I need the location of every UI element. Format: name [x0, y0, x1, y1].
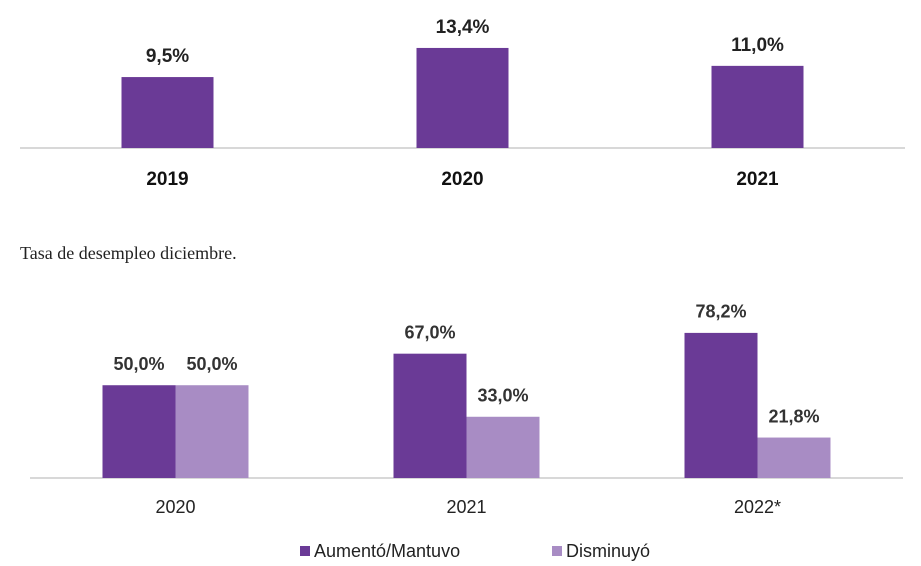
legend-swatch — [300, 546, 310, 556]
x-tick-label: 2020 — [155, 497, 195, 517]
bar — [393, 353, 467, 478]
bar — [416, 47, 509, 148]
legend-label: Aumentó/Mantuvo — [314, 541, 460, 561]
value-label: 21,8% — [768, 406, 819, 426]
bar — [466, 416, 540, 478]
x-tick-label: 2019 — [146, 169, 188, 190]
bar — [102, 385, 176, 478]
bar — [711, 65, 804, 148]
bar — [121, 77, 214, 148]
x-tick-label: 2020 — [441, 169, 483, 190]
x-tick-label: 2021 — [736, 169, 779, 190]
value-label: 67,0% — [404, 322, 455, 342]
value-label: 33,0% — [477, 386, 528, 406]
x-tick-label: 2022* — [734, 497, 781, 517]
value-label: 78,2% — [695, 302, 746, 322]
caption: Tasa de desempleo diciembre. — [20, 243, 237, 263]
legend-swatch — [552, 546, 562, 556]
bar — [757, 437, 831, 478]
value-label: 13,4% — [436, 17, 490, 38]
bar — [684, 332, 758, 478]
value-label: 50,0% — [113, 354, 164, 374]
bar — [175, 385, 249, 478]
x-tick-label: 2021 — [446, 497, 486, 517]
value-label: 11,0% — [731, 35, 784, 56]
legend-label: Disminuyó — [566, 541, 650, 561]
value-label: 50,0% — [186, 354, 237, 374]
value-label: 9,5% — [146, 46, 189, 67]
